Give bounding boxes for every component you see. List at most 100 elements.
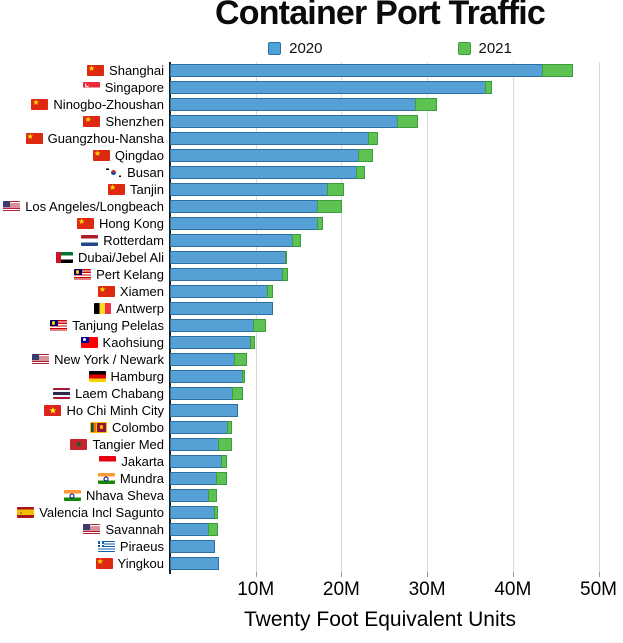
bar-2021-segment xyxy=(241,370,245,383)
port-label-row: Busan xyxy=(0,164,164,181)
port-bar xyxy=(170,404,238,417)
port-label-row: ★ Shenzhen xyxy=(0,113,164,130)
port-label: Hong Kong xyxy=(98,216,164,231)
bar-2021-segment xyxy=(284,251,288,264)
port-label: Laem Chabang xyxy=(75,386,164,401)
bar-2021-segment xyxy=(282,268,289,281)
bar-2021-segment xyxy=(367,132,379,145)
bar-row xyxy=(170,419,610,436)
port-label-row: ★ Tangier Med xyxy=(0,436,164,453)
flag-cn-icon: ★ xyxy=(83,116,101,127)
bar-2021-segment xyxy=(266,285,273,298)
bar-2020-segment xyxy=(170,251,286,264)
port-label: Tanjung Pelelas xyxy=(72,318,164,333)
port-label-row: Kaohsiung xyxy=(0,334,164,351)
chart-title: Container Port Traffic xyxy=(214,0,546,32)
port-bar xyxy=(170,336,255,349)
port-label: Dubai/Jebel Ali xyxy=(78,250,164,265)
bar-2021-segment xyxy=(541,64,573,77)
bar-2021-segment xyxy=(252,319,266,332)
bar-row xyxy=(170,283,610,300)
bar-2021-segment xyxy=(357,149,374,162)
bar-2020-segment xyxy=(170,387,234,400)
port-bar xyxy=(170,132,379,145)
x-tick-mark xyxy=(255,572,257,577)
port-bar xyxy=(170,523,218,536)
port-label-row: Pert Kelang xyxy=(0,266,164,283)
bar-row xyxy=(170,198,610,215)
flag-vn-icon: ★ xyxy=(44,405,62,416)
port-label: Savannah xyxy=(105,522,164,537)
bar-2021-segment xyxy=(208,523,218,536)
bar-row xyxy=(170,555,610,572)
gridline xyxy=(341,62,343,572)
bar-row xyxy=(170,130,610,147)
bar-2020-segment xyxy=(170,455,223,468)
bar-2021-segment xyxy=(216,472,227,485)
legend-2021-swatch-icon xyxy=(457,41,471,55)
bar-2020-segment xyxy=(170,285,268,298)
port-label: Kaohsiung xyxy=(102,335,164,350)
port-label-row: Dubai/Jebel Ali xyxy=(0,249,164,266)
flag-my-icon xyxy=(74,269,92,280)
flag-us-icon xyxy=(3,201,21,212)
port-bar xyxy=(170,251,288,264)
port-bar xyxy=(170,353,248,366)
bar-2021-segment xyxy=(214,506,218,519)
bar-2020-segment xyxy=(170,489,209,502)
bar-2020-segment xyxy=(170,421,229,434)
port-bar xyxy=(170,149,374,162)
port-bar xyxy=(170,234,302,247)
bar-2021-segment xyxy=(355,166,365,179)
bar-2021-segment xyxy=(227,421,232,434)
bar-2020-segment xyxy=(170,268,284,281)
bar-2021-segment xyxy=(291,234,302,247)
port-label: Xiamen xyxy=(119,284,164,299)
gridline xyxy=(427,62,429,572)
bar-2021-segment xyxy=(485,81,493,94)
flag-cn-icon: ★ xyxy=(108,184,126,195)
bar-2020-segment xyxy=(170,523,210,536)
plot-area xyxy=(170,62,610,577)
bar-2021-segment xyxy=(232,387,243,400)
port-label-row: Nhava Sheva xyxy=(0,487,164,504)
port-label-row: Valencia Incl Sagunto xyxy=(0,504,164,521)
port-label-row: Jakarta xyxy=(0,453,164,470)
bar-2020-segment xyxy=(170,353,236,366)
x-tick-mark xyxy=(512,572,514,577)
bar-2020-segment xyxy=(170,132,369,145)
bar-row xyxy=(170,232,610,249)
flag-in-icon xyxy=(97,473,115,484)
port-bar xyxy=(170,319,266,332)
bar-2020-segment xyxy=(170,81,487,94)
bar-2021-segment xyxy=(317,217,323,230)
bar-row xyxy=(170,164,610,181)
flag-tw-icon xyxy=(80,337,98,348)
port-bar xyxy=(170,421,232,434)
bar-row xyxy=(170,249,610,266)
port-label: New York / Newark xyxy=(54,352,164,367)
port-bar xyxy=(170,506,218,519)
port-label-row: New York / Newark xyxy=(0,351,164,368)
port-bar xyxy=(170,200,343,213)
bar-2020-segment xyxy=(170,472,218,485)
port-label: Los Angeles/Longbeach xyxy=(25,199,164,214)
port-bar xyxy=(170,387,243,400)
port-label: Mundra xyxy=(119,471,164,486)
bar-row xyxy=(170,504,610,521)
gridline xyxy=(512,62,514,572)
gridline xyxy=(255,62,257,572)
port-label: Hamburg xyxy=(110,369,164,384)
flag-in-icon xyxy=(63,490,81,501)
flag-nl-icon xyxy=(81,235,99,246)
bar-2020-segment xyxy=(170,183,328,196)
bar-row xyxy=(170,453,610,470)
bar-row xyxy=(170,147,610,164)
port-bar xyxy=(170,183,344,196)
flag-be-icon xyxy=(94,303,112,314)
x-tick-label: 20M xyxy=(322,579,360,600)
bar-2020-segment xyxy=(170,438,219,451)
port-label: Shanghai xyxy=(109,63,164,78)
bar-row xyxy=(170,521,610,538)
port-label: Piraeus xyxy=(119,539,164,554)
